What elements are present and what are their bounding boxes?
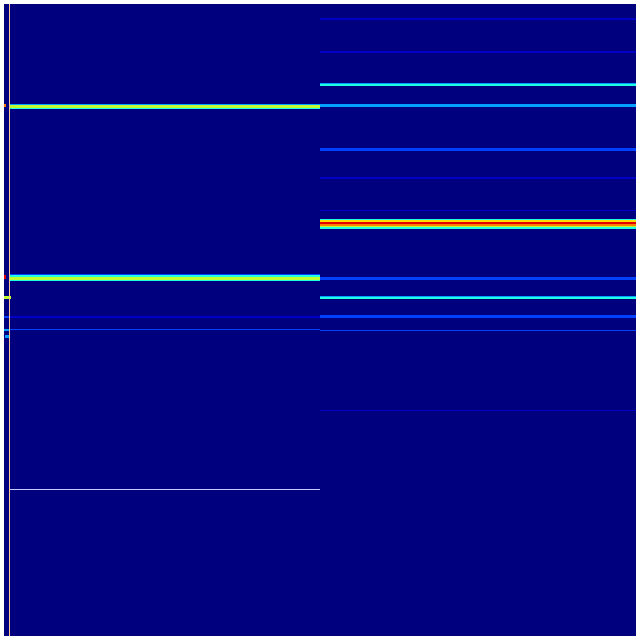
band-left xyxy=(10,277,320,280)
edge-marker xyxy=(5,335,10,338)
band-left xyxy=(10,489,320,490)
band-left xyxy=(10,329,320,330)
band-right xyxy=(320,220,636,222)
edge-marker xyxy=(4,329,10,331)
band-right xyxy=(320,210,636,211)
band-right xyxy=(320,104,636,107)
band-left xyxy=(10,275,320,277)
band-right xyxy=(320,51,636,53)
band-left xyxy=(10,274,320,275)
edge-marker xyxy=(4,296,11,299)
band-right xyxy=(320,224,636,226)
band-left xyxy=(10,316,320,318)
band-right xyxy=(320,222,636,224)
band-right xyxy=(320,148,636,151)
image-background xyxy=(4,4,636,636)
band-right xyxy=(320,84,636,86)
band-right xyxy=(320,177,636,179)
band-right xyxy=(320,18,636,20)
band-right xyxy=(320,277,636,280)
band-left xyxy=(10,104,320,105)
band-right xyxy=(320,296,636,297)
edge-marker xyxy=(4,104,6,107)
band-right xyxy=(320,410,636,411)
band-right xyxy=(320,315,636,318)
vertical-line xyxy=(9,4,10,636)
band-right xyxy=(320,227,636,229)
band-left xyxy=(10,108,320,109)
edge-marker xyxy=(4,316,10,318)
band-left xyxy=(10,105,320,108)
band-right xyxy=(320,330,636,331)
band-right xyxy=(320,219,636,220)
band-right xyxy=(320,83,636,84)
edge-marker xyxy=(4,275,6,279)
band-left xyxy=(10,280,320,281)
band-right xyxy=(320,226,636,227)
band-right xyxy=(320,297,636,299)
